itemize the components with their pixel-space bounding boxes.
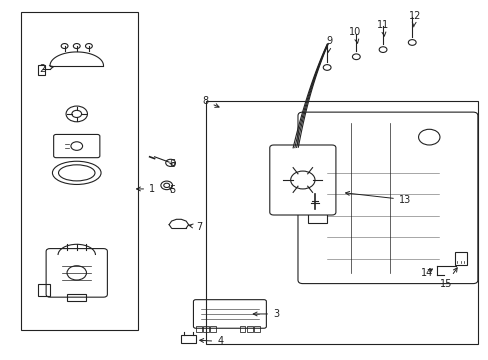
Text: 3: 3: [253, 309, 279, 319]
Bar: [254, 327, 260, 332]
Text: 5: 5: [169, 185, 175, 195]
Bar: [203, 327, 208, 332]
Text: 7: 7: [188, 222, 203, 232]
FancyBboxPatch shape: [269, 145, 335, 215]
Bar: [181, 336, 196, 342]
Bar: [196, 327, 201, 332]
Text: 6: 6: [169, 159, 175, 169]
Text: 11: 11: [376, 19, 388, 36]
Bar: [38, 284, 50, 296]
Bar: [205, 102, 477, 344]
Text: 9: 9: [326, 36, 332, 52]
Bar: [210, 327, 216, 332]
Bar: [454, 252, 466, 265]
Text: 4: 4: [199, 337, 223, 346]
Text: 13: 13: [345, 192, 410, 204]
Bar: [246, 327, 252, 332]
Bar: [21, 12, 137, 330]
Text: 12: 12: [407, 12, 420, 27]
Text: 14: 14: [420, 268, 432, 278]
Text: 10: 10: [348, 27, 361, 43]
Text: 1: 1: [136, 184, 155, 194]
Bar: [307, 202, 326, 223]
Text: 15: 15: [439, 268, 456, 289]
Bar: [67, 294, 86, 301]
Bar: [38, 64, 45, 75]
Text: 8: 8: [202, 96, 219, 107]
Text: 2: 2: [40, 64, 54, 74]
Bar: [239, 327, 245, 332]
